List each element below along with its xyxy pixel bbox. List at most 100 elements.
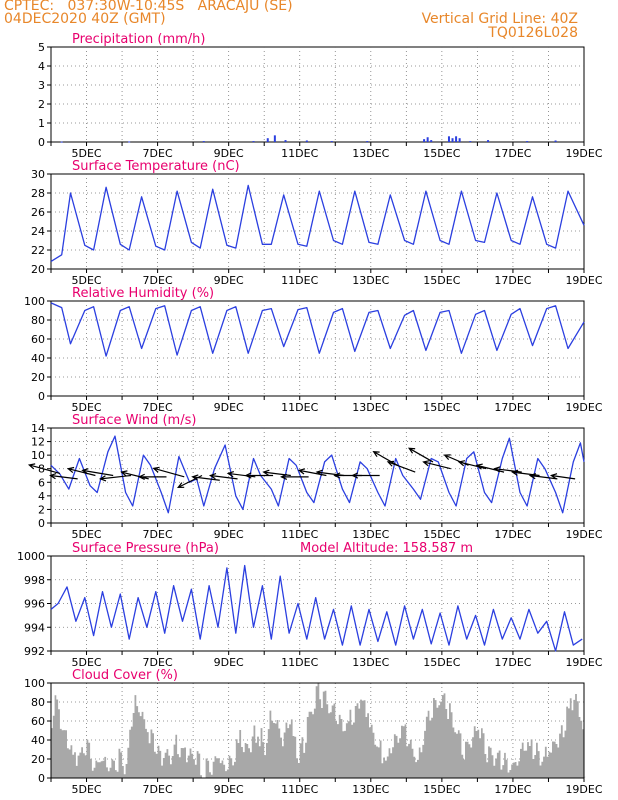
x-tick-label: 15DEC (423, 656, 460, 669)
y-tick-label: 2 (38, 98, 45, 111)
y-tick-label: 22 (31, 244, 45, 257)
y-tick-label: 992 (24, 645, 45, 658)
precip-bar (273, 135, 276, 142)
precip-bar (266, 138, 269, 142)
y-tick-label: 10 (31, 449, 45, 462)
y-tick-label: 60 (31, 715, 45, 728)
station-info: CPTEC: 037:30W-10:45S ARACAJU (SE) (4, 0, 293, 14)
x-tick-label: 15DEC (423, 528, 460, 541)
wind-arrow (351, 472, 380, 479)
y-tick-label: 28 (31, 187, 45, 200)
x-tick-label: 15DEC (423, 274, 460, 287)
precip-bar (447, 136, 450, 142)
y-tick-label: 26 (31, 206, 45, 219)
precip-bar (554, 140, 557, 142)
panel-title: Relative Humidity (%) (72, 286, 214, 301)
x-tick-label: 11DEC (281, 783, 318, 796)
x-tick-label: 9DEC (214, 401, 244, 414)
x-tick-label: 17DEC (494, 783, 531, 796)
y-tick-label: 996 (24, 598, 45, 611)
y-tick-label: 0 (38, 390, 45, 403)
panel-title: Cloud Cover (%) (72, 668, 178, 683)
y-tick-label: 0 (38, 772, 45, 785)
x-tick-label: 11DEC (281, 401, 318, 414)
y-tick-label: 80 (31, 314, 45, 327)
y-tick-label: 994 (24, 621, 45, 634)
y-tick-label: 998 (24, 574, 45, 587)
panel-subtitle: Model Altitude: 158.587 m (300, 541, 473, 556)
header: CPTEC: 037:30W-10:45S ARACAJU (SE) 04DEC… (0, 0, 618, 46)
x-tick-label: 17DEC (494, 401, 531, 414)
x-tick-label: 11DEC (281, 274, 318, 287)
x-tick-label: 9DEC (214, 274, 244, 287)
y-tick-label: 1 (38, 117, 45, 130)
wind-arrow (493, 466, 522, 473)
precip-bar (252, 141, 255, 143)
precip-bar (458, 138, 461, 142)
x-tick-label: 19DEC (565, 783, 602, 796)
y-tick-label: 20 (31, 753, 45, 766)
x-tick-label: 19DEC (565, 274, 602, 287)
model-code: TQ0126L028 (488, 25, 578, 41)
precip-bar (202, 141, 205, 143)
series-line (50, 302, 585, 357)
x-tick-label: 17DEC (494, 274, 531, 287)
wind-arrow (49, 473, 78, 480)
wind-arrow (549, 473, 576, 480)
x-tick-label: 17DEC (494, 147, 531, 160)
x-tick-label: 13DEC (352, 401, 389, 414)
panel-6: 0 20 40 60 80 100 5DEC 7DEC 9DEC 11DEC 13DEC 15DEC 1… (24, 668, 603, 796)
x-tick-label: 9DEC (214, 783, 244, 796)
panel-1: 0 1 2 3 4 5 5DEC 7DEC 9DEC 11DEC 13DEC 15DEC 17DEC 19… (38, 32, 603, 160)
x-tick-label: 19DEC (565, 147, 602, 160)
y-tick-label: 4 (38, 490, 45, 503)
plot-frame (50, 46, 585, 143)
precip-bar (451, 138, 454, 142)
series-line (50, 435, 585, 514)
x-tick-label: 5DEC (71, 401, 101, 414)
y-tick-label: 24 (31, 225, 45, 238)
wind-arrow (226, 470, 256, 478)
x-tick-label: 13DEC (352, 274, 389, 287)
run-date: 04DEC2020 40Z (GMT) (4, 11, 166, 27)
series-line (50, 184, 585, 262)
y-tick-label: 80 (31, 696, 45, 709)
plot-frame (50, 682, 585, 779)
x-tick-label: 5DEC (71, 147, 101, 160)
panel-title: Precipitation (mm/h) (72, 32, 205, 47)
wind-arrow (137, 473, 167, 481)
x-tick-label: 7DEC (143, 147, 173, 160)
x-tick-label: 9DEC (214, 147, 244, 160)
x-tick-label: 5DEC (71, 528, 101, 541)
x-tick-label: 19DEC (565, 528, 602, 541)
x-tick-label: 7DEC (143, 528, 173, 541)
precip-bar (426, 137, 429, 142)
panel-2: 20 22 24 26 28 30 5DEC 7DEC 9DEC 11DEC 13DEC 15DEC 1… (31, 159, 603, 287)
x-tick-label: 5DEC (71, 783, 101, 796)
x-tick-label: 7DEC (143, 274, 173, 287)
precip-bar (430, 140, 433, 142)
y-tick-label: 12 (31, 436, 45, 449)
x-tick-label: 11DEC (281, 528, 318, 541)
y-tick-label: 40 (31, 734, 45, 747)
grid-line-info: Vertical Grid Line: 40Z (421, 11, 578, 27)
x-tick-label: 7DEC (143, 783, 173, 796)
panel-title: Surface Temperature (nC) (72, 159, 240, 174)
plot-frame (50, 300, 585, 397)
y-tick-label: 0 (38, 136, 45, 149)
precip-bar (487, 140, 490, 142)
panel-title: Surface Pressure (hPa) (72, 541, 219, 556)
y-tick-label: 14 (31, 422, 45, 435)
y-tick-label: 100 (24, 677, 45, 690)
panel-3: 0 20 40 60 80 100 5DEC 7DEC 9DEC 11DEC 13DEC 15DEC 1… (24, 286, 603, 414)
x-tick-label: 13DEC (352, 528, 389, 541)
precip-bar (526, 141, 529, 143)
y-tick-label: 1000 (17, 550, 45, 563)
x-tick-label: 5DEC (71, 656, 101, 669)
y-tick-label: 20 (31, 371, 45, 384)
wind-arrow (457, 460, 487, 470)
x-tick-label: 13DEC (352, 783, 389, 796)
wind-arrow (528, 473, 558, 480)
